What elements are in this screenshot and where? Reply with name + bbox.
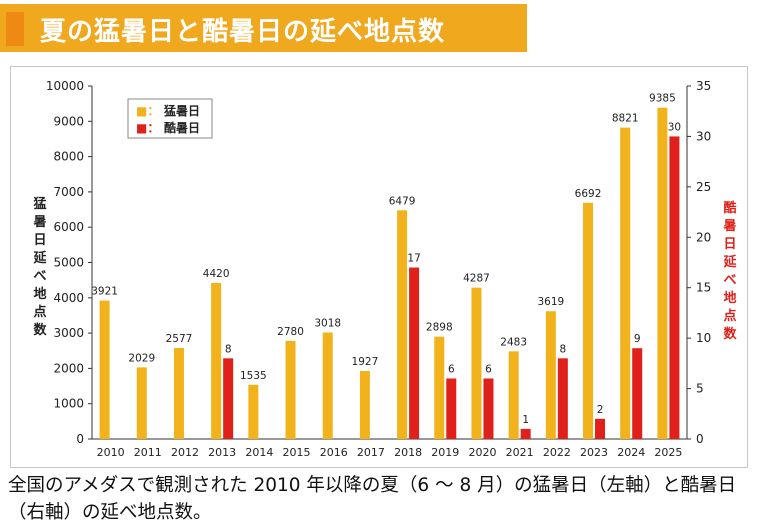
mosho-bar [397, 210, 408, 439]
year-label: 2025 [654, 446, 682, 459]
year-label: 2023 [580, 446, 608, 459]
year-label: 2015 [283, 446, 311, 459]
right-tick-label: 35 [696, 79, 711, 93]
year-label: 2019 [431, 446, 459, 459]
right-tick-label: 10 [696, 331, 711, 345]
kokusho-bar [595, 418, 606, 439]
kokusho-bar [557, 358, 568, 439]
mosho-value-label: 2483 [500, 336, 527, 348]
year-label: 2016 [320, 446, 348, 459]
mosho-bar [620, 127, 631, 439]
kokusho-value-label: 30 [668, 121, 681, 133]
kokusho-bar [483, 378, 494, 439]
mosho-bar [657, 107, 668, 439]
mosho-bar [583, 202, 594, 439]
mosho-bar [136, 367, 147, 439]
legend-symbol: ■： [136, 121, 159, 135]
mosho-value-label: 2780 [277, 326, 304, 338]
mosho-bar [211, 282, 222, 439]
left-tick-label: 2000 [53, 361, 84, 375]
mosho-value-label: 6479 [389, 195, 416, 207]
year-label: 2012 [171, 446, 199, 459]
mosho-bar [471, 287, 482, 439]
kokusho-bar [223, 358, 234, 439]
mosho-value-label: 1927 [352, 356, 379, 368]
kokusho-value-label: 2 [597, 404, 604, 416]
left-tick-label: 6000 [53, 220, 84, 234]
legend-box [127, 98, 213, 139]
kokusho-value-label: 9 [634, 333, 641, 345]
page-title: 夏の猛暑日と酷暑日の延べ地点数 [40, 17, 446, 47]
figure-caption: 全国のアメダスで観測された 2010 年以降の夏（6 ～ 8 月）の猛暑日（左軸… [8, 475, 737, 523]
year-label: 2013 [208, 446, 236, 459]
mosho-value-label: 3018 [314, 317, 341, 329]
year-label: 2021 [506, 446, 534, 459]
mosho-bar [173, 348, 184, 439]
mosho-value-label: 9385 [649, 93, 676, 105]
right-tick-label: 25 [696, 180, 711, 194]
kokusho-value-label: 1 [522, 414, 529, 426]
mosho-bar [545, 311, 556, 439]
left-tick-label: 3000 [53, 326, 84, 340]
year-label: 2014 [245, 446, 273, 459]
mosho-value-label: 2029 [128, 352, 155, 364]
year-label: 2010 [97, 446, 125, 459]
title-banner: 夏の猛暑日と酷暑日の延べ地点数 [0, 4, 527, 52]
legend-label: 酷暑日 [164, 120, 200, 135]
kokusho-value-label: 17 [407, 253, 420, 265]
mosho-bar [322, 332, 333, 439]
mosho-bar [248, 384, 259, 439]
mosho-value-label: 2577 [166, 333, 193, 345]
year-label: 2020 [468, 446, 496, 459]
year-label: 2017 [357, 446, 385, 459]
mosho-bar [359, 370, 370, 439]
kokusho-value-label: 8 [225, 343, 232, 355]
kokusho-value-label: 6 [448, 363, 455, 375]
right-tick-label: 0 [696, 432, 704, 446]
mosho-value-label: 3921 [91, 286, 118, 298]
year-label: 2024 [617, 446, 645, 459]
legend-symbol: ■： [136, 104, 159, 118]
mosho-value-label: 4420 [203, 268, 230, 280]
legend-label: 猛暑日 [163, 103, 200, 118]
left-tick-label: 8000 [53, 150, 84, 164]
right-tick-label: 15 [696, 281, 711, 295]
kokusho-bar [632, 348, 643, 439]
mosho-bar [434, 336, 445, 439]
mosho-value-label: 4287 [463, 273, 490, 285]
right-tick-label: 30 [696, 129, 711, 143]
mosho-value-label: 2898 [426, 322, 453, 334]
left-tick-label: 5000 [53, 256, 84, 270]
right-tick-label: 5 [696, 382, 704, 396]
left-tick-label: 4000 [53, 291, 84, 305]
mosho-value-label: 8821 [612, 113, 639, 125]
mosho-value-label: 6692 [575, 188, 602, 200]
year-label: 2018 [394, 446, 422, 459]
year-label: 2022 [543, 446, 571, 459]
kokusho-bar [409, 267, 420, 439]
right-axis-label: 酷暑日延べ地点数 [723, 201, 737, 342]
left-tick-label: 9000 [53, 114, 84, 128]
mosho-bar [285, 340, 296, 439]
banner-accent [6, 12, 24, 46]
left-axis-label: 猛暑日延べ地点数 [33, 197, 47, 338]
kokusho-value-label: 6 [485, 363, 492, 375]
kokusho-bar [446, 378, 457, 439]
mosho-value-label: 3619 [537, 296, 564, 308]
kokusho-value-label: 8 [560, 343, 567, 355]
mosho-bar [99, 300, 110, 439]
kokusho-bar [669, 136, 680, 439]
kokusho-bar [520, 428, 531, 439]
left-tick-label: 7000 [53, 185, 84, 199]
left-tick-label: 10000 [46, 79, 84, 93]
right-tick-label: 20 [696, 230, 711, 244]
mosho-bar [508, 351, 519, 439]
year-label: 2011 [134, 446, 162, 459]
mosho-value-label: 1535 [240, 370, 267, 382]
left-tick-label: 1000 [53, 397, 84, 411]
left-tick-label: 0 [76, 432, 84, 446]
